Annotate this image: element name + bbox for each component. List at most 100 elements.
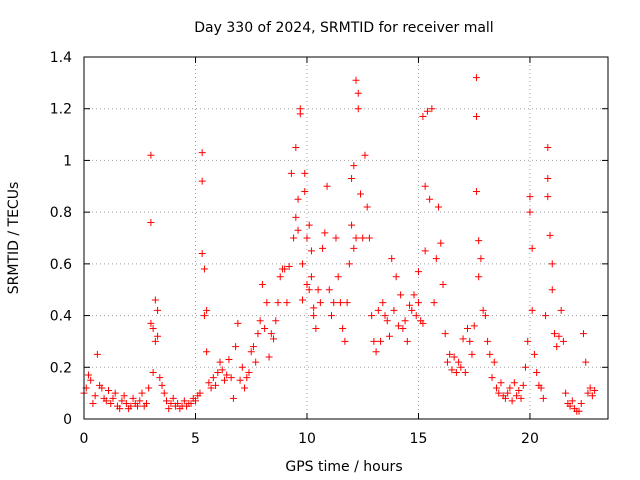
data-point: [111, 389, 119, 397]
data-point: [205, 379, 213, 387]
chart-title: Day 330 of 2024, SRMTID for receiver mal…: [194, 20, 493, 36]
data-point: [198, 177, 206, 185]
data-point: [283, 299, 291, 307]
data-point: [550, 330, 558, 338]
data-point: [105, 387, 113, 395]
data-point: [294, 226, 302, 234]
data-point: [276, 273, 284, 281]
data-point: [390, 306, 398, 314]
x-tick-label: 0: [80, 431, 89, 447]
data-point: [136, 397, 144, 405]
data-point: [107, 399, 115, 407]
data-point: [548, 286, 556, 294]
data-point: [241, 384, 249, 392]
data-point: [484, 337, 492, 345]
data-point: [513, 392, 521, 400]
data-point: [350, 162, 358, 170]
plot-frame: [83, 56, 609, 420]
data-point: [475, 237, 483, 245]
data-point: [134, 402, 142, 410]
data-point: [584, 389, 592, 397]
data-point: [383, 317, 391, 325]
y-tick-label: 0.6: [50, 257, 72, 273]
x-tick-label: 15: [410, 431, 428, 447]
data-point: [448, 366, 456, 374]
x-axis-label: GPS time / hours: [285, 459, 402, 475]
data-point: [521, 363, 529, 371]
data-point: [84, 371, 92, 379]
data-point: [392, 273, 400, 281]
data-point: [370, 337, 378, 345]
data-point: [412, 312, 420, 320]
data-point: [508, 397, 516, 405]
data-point: [223, 371, 231, 379]
data-point: [305, 286, 313, 294]
data-point: [497, 379, 505, 387]
data-point: [120, 392, 128, 400]
data-point: [591, 387, 599, 395]
data-point: [261, 325, 269, 332]
data-point: [488, 374, 496, 382]
data-point: [464, 325, 472, 332]
data-point: [212, 381, 220, 389]
grid-lines: [84, 57, 608, 419]
data-point: [526, 193, 534, 201]
data-point: [423, 107, 431, 115]
data-point: [102, 397, 110, 405]
data-point: [379, 299, 387, 307]
data-point: [209, 374, 217, 382]
data-point: [553, 343, 561, 351]
data-point: [267, 330, 275, 338]
data-point: [216, 358, 224, 366]
data-point: [254, 330, 262, 338]
data-point: [218, 366, 226, 374]
data-point: [435, 203, 443, 211]
data-point: [363, 203, 371, 211]
data-point: [299, 260, 307, 268]
data-point: [414, 268, 422, 276]
data-point: [475, 273, 483, 281]
data-point: [319, 244, 327, 252]
data-point: [528, 306, 536, 314]
data-point: [533, 368, 541, 376]
data-point: [577, 399, 585, 407]
data-point: [325, 286, 333, 294]
data-point: [98, 384, 106, 392]
data-point: [167, 399, 175, 407]
data-point: [207, 384, 215, 392]
data-point: [303, 281, 311, 289]
data-point: [118, 397, 126, 405]
y-tick-label: 1.4: [50, 50, 72, 66]
data-point: [274, 299, 282, 307]
data-point: [568, 397, 576, 405]
data-point: [191, 397, 199, 405]
data-point: [542, 312, 550, 320]
data-point: [87, 376, 95, 384]
data-point: [287, 169, 295, 177]
data-point: [343, 299, 351, 307]
data-point: [321, 229, 329, 237]
y-tick-label: 1: [63, 153, 72, 169]
y-tick-label: 0.2: [50, 360, 72, 376]
data-point: [323, 182, 331, 190]
data-point: [91, 392, 99, 400]
data-point: [452, 368, 460, 376]
data-point: [305, 221, 313, 229]
data-point: [236, 376, 244, 384]
data-point: [310, 312, 318, 320]
data-point: [470, 322, 478, 330]
data-point: [198, 250, 206, 258]
data-point: [303, 234, 311, 242]
data-point: [245, 368, 253, 376]
data-point: [249, 343, 257, 351]
data-point: [109, 394, 117, 402]
data-point: [428, 105, 436, 113]
data-point: [394, 322, 402, 330]
data-point: [368, 312, 376, 320]
data-point: [174, 399, 182, 407]
data-point: [439, 281, 447, 289]
data-point: [548, 260, 556, 268]
data-point: [292, 213, 300, 221]
data-point: [506, 384, 514, 392]
